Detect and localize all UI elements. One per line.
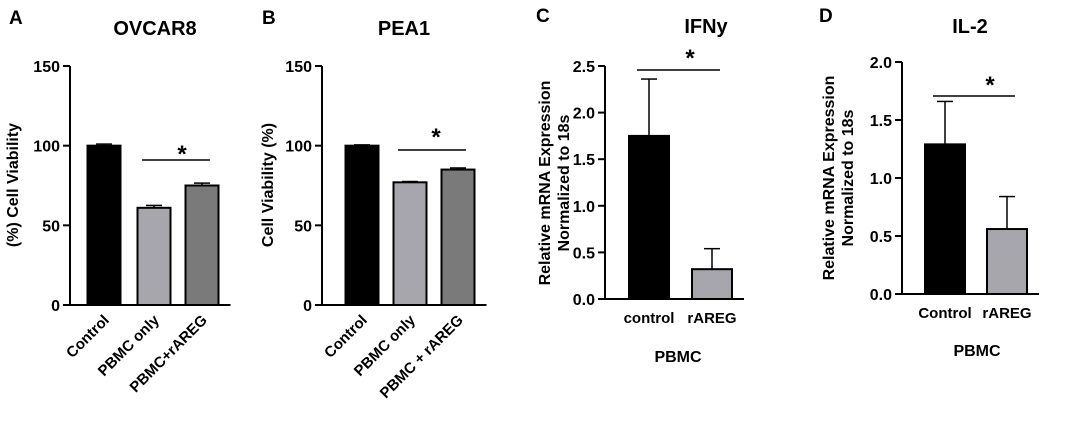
- y-axis-title-line: Cell Viability (%): [260, 123, 277, 247]
- y-tick-label: 1.5: [870, 113, 892, 130]
- significance-star: *: [985, 72, 995, 99]
- significance-star: *: [177, 141, 187, 168]
- category-label: Control: [918, 305, 971, 322]
- y-tick-label: 100: [285, 139, 312, 156]
- bar-pbmc-rareg: [440, 168, 476, 306]
- y-axis-title: Relative mRNA Expression Normalized to 18…: [537, 81, 573, 286]
- y-axis-title: (%) Cell Viability: [5, 123, 22, 247]
- chart-title: IL-2: [952, 16, 988, 38]
- y-tick-label: 100: [33, 139, 60, 156]
- y-tick-label: 150: [33, 59, 60, 76]
- y-axis-title-line: Relative mRNA Expression: [821, 76, 838, 281]
- bar-rareg: [986, 228, 1028, 295]
- significance-star: *: [685, 45, 695, 72]
- y-tick-label: 50: [42, 218, 60, 235]
- chart-panel-d: D IL-2 0.0 0.5 1.0 1.5 2.0 Relative mRNA Expres…: [819, 6, 1039, 360]
- bar-control: [924, 143, 966, 295]
- y-axis-title-line: (%) Cell Viability: [5, 123, 22, 247]
- category-label: rAREG: [687, 310, 736, 327]
- panel-label: A: [9, 8, 23, 29]
- significance-star: *: [431, 124, 441, 151]
- chart-title: OVCAR8: [113, 18, 196, 40]
- bar-pbmc-rareg: [184, 184, 220, 306]
- bar-pbmc-only: [392, 181, 428, 307]
- y-tick-label: 1.5: [573, 152, 595, 169]
- y-axis-title-line: Relative mRNA Expression: [537, 81, 554, 286]
- x-axis-title: PBMC: [654, 349, 702, 366]
- y-axis-title: Relative mRNA Expression Normalized to 18…: [821, 76, 857, 281]
- category-label: Control: [63, 312, 113, 362]
- bar-control: [86, 144, 122, 306]
- chart-panel-a: A OVCAR8 0 50 100 150 (%) Cell Viability Contro…: [5, 8, 231, 396]
- bar-control: [628, 134, 670, 300]
- panel-label: B: [262, 8, 276, 29]
- y-tick-label: 0: [303, 298, 312, 315]
- category-label: PBMC + rAREG: [377, 312, 467, 402]
- y-tick-label: 2.0: [870, 55, 892, 72]
- y-tick-label: 50: [294, 218, 312, 235]
- y-tick-label: 1.0: [573, 199, 595, 216]
- bar-pbmc-only: [136, 206, 172, 307]
- y-axis-title-line: Normalized to 18s: [556, 114, 573, 251]
- y-axis-title: Cell Viability (%): [260, 123, 277, 247]
- y-tick-label: 0.0: [870, 287, 892, 304]
- y-tick-label: 1.0: [870, 171, 892, 188]
- bar-rareg: [691, 268, 733, 300]
- category-label: control: [624, 310, 675, 327]
- chart-title: IFNy: [684, 16, 728, 38]
- y-tick-label: 2.5: [573, 59, 595, 76]
- y-tick-label: 2.0: [573, 106, 595, 123]
- y-axis-title-line: Normalized to 18s: [840, 109, 857, 246]
- panel-label: D: [819, 6, 833, 27]
- panel-label: C: [536, 6, 550, 27]
- x-axis-title: PBMC: [953, 343, 1001, 360]
- y-tick-label: 150: [285, 59, 312, 76]
- category-label: rAREG: [982, 305, 1031, 322]
- y-tick-label: 0.5: [573, 245, 595, 262]
- chart-title: PEA1: [378, 18, 430, 40]
- bar-control: [344, 144, 380, 306]
- y-tick-label: 0.0: [573, 292, 595, 309]
- y-tick-label: 0.5: [870, 229, 892, 246]
- y-tick-label: 0: [51, 298, 60, 315]
